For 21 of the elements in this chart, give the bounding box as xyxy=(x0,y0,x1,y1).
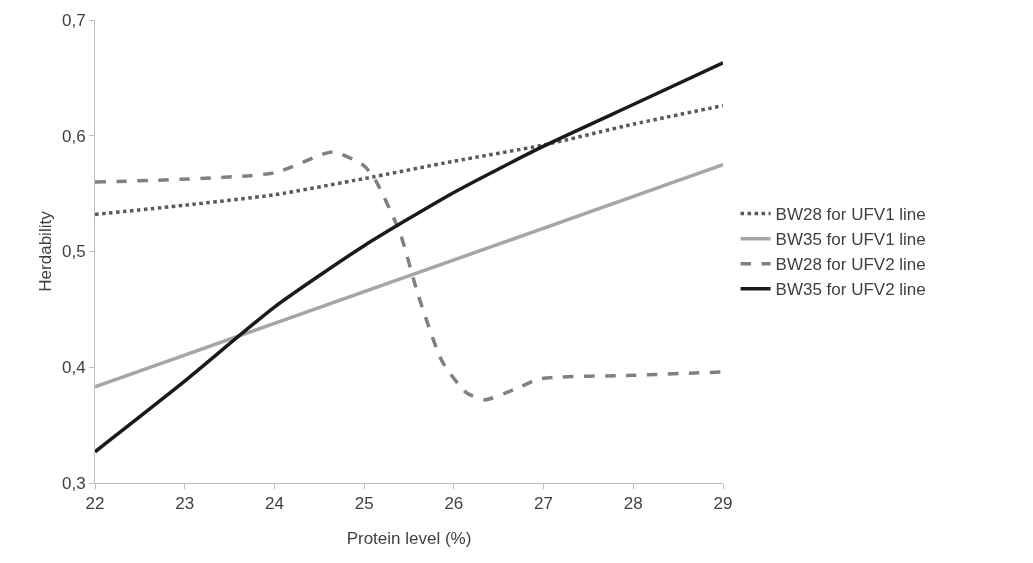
x-axis-title: Protein level (%) xyxy=(346,529,472,548)
legend-label: BW28 for UFV2 line xyxy=(775,255,926,275)
y-tick-label: 0,4 xyxy=(61,358,86,378)
x-tick-label: 24 xyxy=(264,494,284,514)
y-axis-title: Herdability xyxy=(36,210,55,292)
x-tick-label: 23 xyxy=(175,494,195,514)
line-series xyxy=(95,61,723,454)
line-series xyxy=(95,103,723,217)
legend-label: BW35 for UFV2 line xyxy=(775,280,926,300)
x-tick-label: 22 xyxy=(85,494,105,514)
legend-label: BW28 for UFV1 line xyxy=(775,205,926,225)
x-tick-label: 27 xyxy=(534,494,554,514)
legend-label: BW35 for UFV1 line xyxy=(775,230,926,250)
x-tick-label: 28 xyxy=(623,494,643,514)
y-tick-label: 0,3 xyxy=(61,473,86,493)
y-tick-label: 0,5 xyxy=(61,242,86,262)
y-tick-label: 0,6 xyxy=(61,126,86,146)
y-tick-label: 0,7 xyxy=(61,10,86,30)
x-tick-label: 25 xyxy=(354,494,374,514)
x-tick-label: 29 xyxy=(713,494,733,514)
x-tick-label: 26 xyxy=(444,494,464,514)
